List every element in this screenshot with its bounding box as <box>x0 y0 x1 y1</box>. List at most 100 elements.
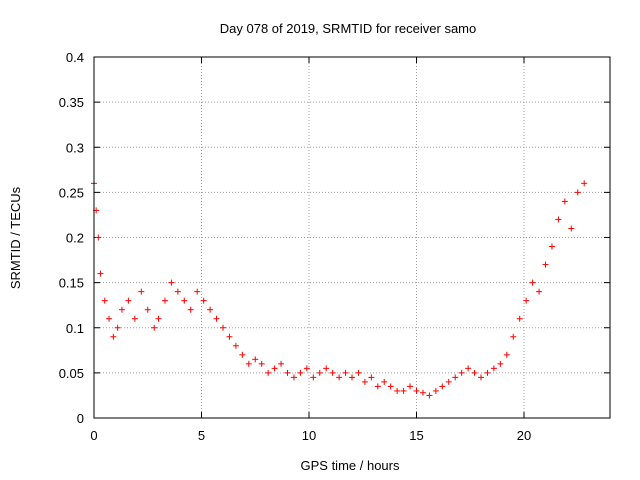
data-point <box>232 342 239 349</box>
data-point <box>510 333 517 340</box>
data-point <box>144 306 151 313</box>
data-point <box>138 288 145 295</box>
data-point <box>394 387 401 394</box>
y-tick-label: 0.4 <box>66 50 84 65</box>
data-point <box>432 387 439 394</box>
x-tick-label: 20 <box>517 428 531 443</box>
y-axis-label: SRMTID / TECUs <box>8 186 23 289</box>
data-point <box>529 279 536 286</box>
data-point <box>503 351 510 358</box>
data-point <box>419 389 426 396</box>
data-point <box>329 369 336 376</box>
data-point <box>252 356 259 363</box>
data-point <box>181 297 188 304</box>
data-point <box>439 383 446 390</box>
data-point <box>400 387 407 394</box>
data-point <box>168 279 175 286</box>
data-point <box>114 324 121 331</box>
data-point <box>278 360 285 367</box>
data-point <box>125 297 132 304</box>
data-point <box>458 369 465 376</box>
data-point <box>118 306 125 313</box>
data-point <box>349 374 355 381</box>
x-tick-label: 0 <box>90 428 97 443</box>
data-point <box>101 297 108 304</box>
data-point <box>581 180 588 187</box>
grid <box>94 57 610 418</box>
data-point <box>239 351 246 358</box>
x-tick-label: 10 <box>302 428 316 443</box>
data-point <box>484 369 491 376</box>
data-point <box>523 297 530 304</box>
x-tick-label: 15 <box>409 428 423 443</box>
y-tick-label: 0.25 <box>59 185 84 200</box>
data-point <box>284 369 291 376</box>
data-point <box>245 360 252 367</box>
data-point <box>106 315 113 322</box>
data-point <box>95 234 102 241</box>
data-point <box>131 315 138 322</box>
data-point <box>303 365 310 372</box>
data-point <box>490 365 497 372</box>
y-tick-label: 0.3 <box>66 140 84 155</box>
y-tick-label: 0.15 <box>59 276 84 291</box>
x-tick-label: 5 <box>198 428 205 443</box>
data-point <box>368 374 375 381</box>
data-point <box>574 189 581 196</box>
y-tick-label: 0.35 <box>59 95 84 110</box>
data-point <box>561 198 568 205</box>
data-point <box>361 378 368 385</box>
y-tick-label: 0.2 <box>66 231 84 246</box>
data-point <box>316 369 323 376</box>
data-point <box>342 369 349 376</box>
chart-title: Day 078 of 2019, SRMTID for receiver sam… <box>220 21 477 36</box>
data-point <box>355 369 362 376</box>
data-point <box>258 360 265 367</box>
data-point <box>516 315 523 322</box>
data-point <box>413 387 420 394</box>
data-point <box>374 383 381 390</box>
data-point <box>381 378 388 385</box>
data-point <box>336 374 343 381</box>
data-point <box>536 288 543 295</box>
y-tick-label: 0 <box>77 411 84 426</box>
data-point <box>200 297 207 304</box>
data-point <box>110 333 117 340</box>
data-point <box>151 324 158 331</box>
data-point <box>568 225 575 232</box>
data-point <box>471 369 478 376</box>
data-point <box>271 365 278 372</box>
data-point <box>542 261 549 268</box>
data-point <box>194 288 201 295</box>
data-point <box>478 374 484 381</box>
data-point <box>426 392 433 399</box>
x-axis-label: GPS time / hours <box>301 458 400 473</box>
data-point <box>290 374 297 381</box>
data-point <box>174 288 181 295</box>
data-point <box>387 383 394 390</box>
data-point <box>155 315 162 322</box>
data-point <box>548 243 555 250</box>
data-point <box>407 383 414 390</box>
data-point <box>187 306 194 313</box>
plot-frame <box>93 56 611 419</box>
data-point <box>452 374 459 381</box>
data-point <box>323 365 330 372</box>
data-point <box>207 306 214 313</box>
data-point <box>555 216 562 223</box>
data-point <box>497 360 504 367</box>
axis-ticks: 0 0.05 0.1 0.15 0.2 0.25 0.3 0.35 0.4 0 5 10 15 20 <box>59 50 610 443</box>
data-point <box>445 378 452 385</box>
data-points <box>91 180 588 399</box>
data-point <box>97 270 104 277</box>
data-point <box>265 369 272 376</box>
data-point <box>220 324 226 331</box>
data-point <box>297 369 304 376</box>
data-point <box>213 315 220 322</box>
data-point <box>310 374 317 381</box>
data-point <box>161 297 168 304</box>
data-point <box>465 365 472 372</box>
y-tick-label: 0.1 <box>66 321 84 336</box>
y-tick-label: 0.05 <box>59 366 84 381</box>
